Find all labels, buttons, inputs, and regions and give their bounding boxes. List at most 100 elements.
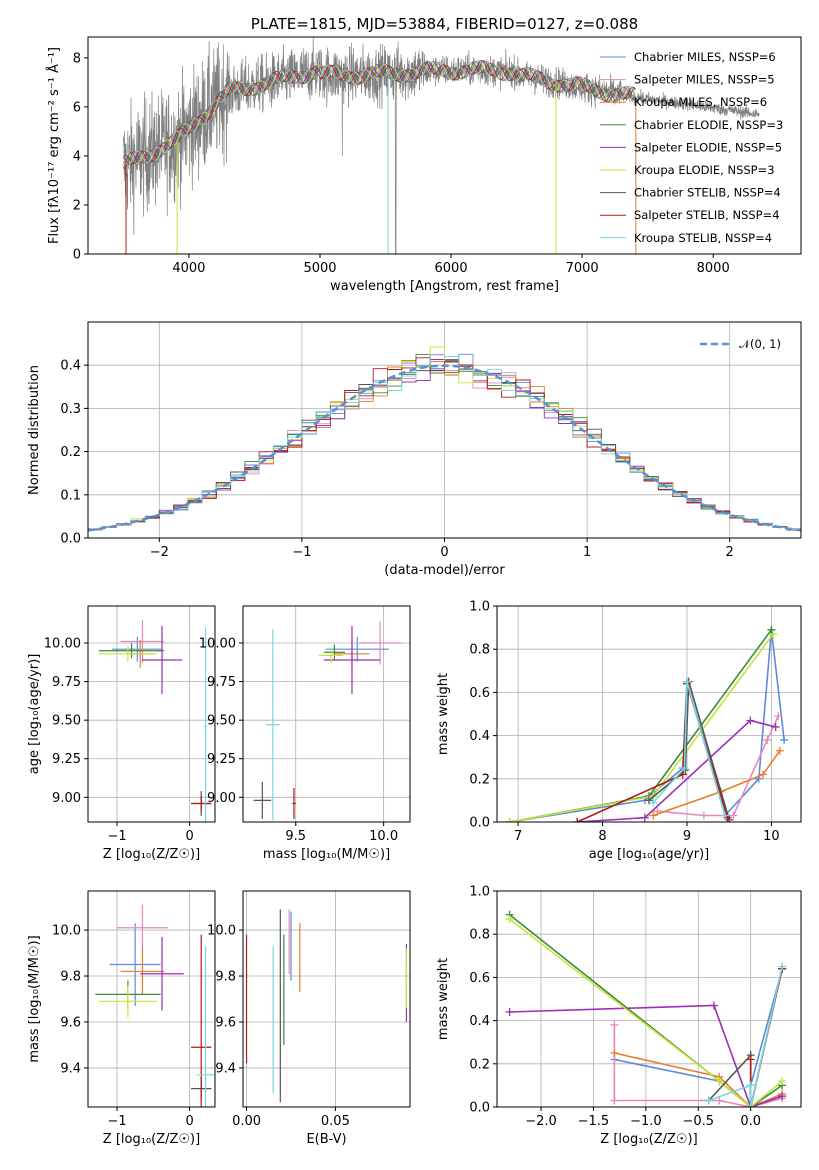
observed-spectrum: [123, 37, 760, 254]
mass_weight_vs_age-marker-5-0: [505, 818, 514, 822]
mass_weight_vs_Z-xtick-label: 0.0: [740, 1114, 761, 1129]
mass_vs_EBV-ytick-label: 9.6: [215, 1015, 236, 1030]
age_vs_Z-xtick-label: 0: [185, 829, 193, 844]
age_vs_Z-ytick-label: 9.25: [52, 752, 81, 767]
mass_weight_vs_Z-ytick-label: 0.2: [469, 1057, 490, 1072]
age_vs_mass-xlabel: mass [log₁₀(M/M☉)]: [263, 847, 390, 862]
mass_weight_vs_Z-marker-1-2: [715, 1096, 724, 1105]
residuals-ytick-label: 0.0: [60, 532, 81, 547]
mass_weight_vs_age-marker-8-3: [721, 811, 729, 820]
mass_vs_Z-ylabel: mass [log₁₀(M/M☉)]: [27, 935, 42, 1062]
spectrum-ytick-label: 0: [73, 248, 81, 263]
mass_weight_vs_age-marker-8-2: [683, 677, 691, 686]
spectrum-xtick-label: 6000: [435, 261, 468, 276]
mass_vs_EBV-frame: [242, 890, 411, 1108]
mass_vs_Z-ytick-label: 9.6: [60, 1015, 81, 1030]
spectrum-legend: Chabrier MILES, NSSP=6 Salpeter MILES, NS…: [600, 50, 783, 245]
age_vs_mass-frame: [242, 605, 411, 823]
mass_weight_vs_age-line-2: [652, 750, 781, 817]
mass_weight_vs_Z-marker-1-0: [610, 1020, 619, 1029]
residuals-ytick-label: 0.3: [60, 402, 81, 417]
legend-label-7: Salpeter STELIB, NSSP=4: [634, 208, 780, 222]
mass_weight_vs_Z-ytick-label: 0.0: [469, 1101, 490, 1116]
mass_weight_vs_Z-xtick-label: −0.5: [682, 1114, 714, 1129]
mass_weight_vs_Z-ytick-label: 1.0: [469, 885, 490, 900]
mass_weight_vs_Z-ytick-label: 0.4: [469, 1014, 490, 1029]
residuals-xtick-label: −1: [292, 545, 311, 560]
legend-label-4: Salpeter ELODIE, NSSP=5: [634, 140, 782, 154]
mass_weight_vs_age-marker-5-2: [769, 630, 778, 639]
mass_weight_vs_age-ytick-label: 0.0: [469, 816, 490, 831]
mass_vs_Z-xtick-label: −1: [107, 1114, 126, 1129]
mass_vs_Z-xtick-label: 0: [185, 1114, 193, 1129]
mass_weight_vs_age-xtick-label: 10: [763, 829, 780, 844]
mass_weight_vs_Z-panel: −2.0 −1.5 −1.0 −0.5 0.0 0.0 0.2 0.4 0.6 0.8 1.0 Z […: [436, 885, 802, 1147]
spectrum-xtick-label: 7000: [566, 261, 599, 276]
legend-label-8: Kroupa STELIB, NSSP=4: [634, 231, 772, 245]
mass_weight_vs_Z-marker-8-1: [746, 1081, 755, 1090]
mass_weight_vs_age-marker-1-2: [729, 811, 738, 820]
mass_weight_vs_Z-marker-8-2: [746, 1103, 755, 1107]
mass_vs_EBV-xlabel: E(B-V): [306, 1132, 346, 1147]
mass_weight_vs_age-line-7: [576, 683, 729, 822]
age_vs_mass-ytick-label: 9.00: [207, 791, 236, 806]
spectrum-ylabel: Flux [fλ10⁻¹⁷ erg cm⁻² s⁻¹ Å⁻¹]: [46, 47, 62, 244]
spectrum-xtick-label: 8000: [697, 261, 730, 276]
legend-label-3: Chabrier ELODIE, NSSP=3: [634, 118, 783, 132]
mass_weight_vs_age-xtick-label: 7: [514, 829, 522, 844]
mass_weight_vs_Z-line-6: [708, 968, 783, 1107]
spectrum-xtick-label: 4000: [172, 261, 205, 276]
legend-label-5: Kroupa ELODIE, NSSP=3: [634, 163, 775, 177]
mass_weight_vs_Z-marker-4-3: [778, 1092, 787, 1101]
mass_weight_vs_age-marker-2-3: [775, 746, 784, 755]
mass_weight_vs_age-ylabel: mass weight: [436, 673, 451, 755]
mass_weight_vs_Z-ylabel: mass weight: [436, 958, 451, 1040]
mass_vs_Z-ytick-label: 9.4: [60, 1061, 81, 1076]
mass_vs_Z-plot-area: [95, 904, 215, 1107]
mass_weight_vs_age-plot-area: [505, 625, 789, 822]
mass_weight_vs_Z-marker-5-3: [778, 1077, 787, 1086]
mass_weight_vs_age-line-4: [577, 719, 776, 822]
model-spectrum-8: [123, 60, 636, 167]
age_vs_Z-ytick-label: 9.00: [52, 791, 81, 806]
mass_vs_Z-frame: [87, 890, 216, 1108]
mass_weight_vs_age-ytick-label: 1.0: [469, 600, 490, 615]
mass_weight_vs_age-panel: 7 8 9 10 0.0 0.2 0.4 0.6 0.8 1.0 age [log₁₀(age/yr…: [436, 600, 802, 862]
residuals-xtick-label: 1: [583, 545, 591, 560]
mass_vs_Z-ytick-label: 10.0: [52, 924, 81, 939]
spectrum-ytick-label: 6: [73, 100, 81, 115]
mass_weight_vs_age-marker-1-3: [763, 735, 772, 744]
residuals-ytick-label: 0.2: [60, 445, 81, 460]
age_vs_Z-ylabel: age [log₁₀(age/yr)]: [27, 654, 42, 775]
mass_weight_vs_age-marker-1-1: [699, 811, 708, 820]
mass_weight_vs_Z-xtick-label: −2.0: [525, 1114, 557, 1129]
age_vs_mass-ytick-label: 9.50: [207, 714, 236, 729]
mass_weight_vs_Z-marker-7-0: [746, 1055, 755, 1064]
age_vs_mass-xtick-label: 9.5: [285, 829, 306, 844]
legend-label-0: Chabrier MILES, NSSP=6: [634, 50, 776, 64]
legend-label-2: Kroupa MILES, NSSP=6: [634, 95, 767, 109]
age_vs_Z-ytick-label: 9.50: [52, 714, 81, 729]
mass_vs_Z-ytick-label: 9.8: [60, 970, 81, 985]
mass_weight_vs_age-line-6: [648, 681, 730, 821]
normal-curve: [88, 364, 801, 532]
mass_weight_vs_Z-marker-4-0: [505, 1007, 514, 1016]
age_vs_Z-frame: [87, 605, 216, 823]
spectrum-xlabel: wavelength [Angstrom, rest frame]: [330, 279, 559, 294]
residuals-plot-area: [88, 346, 801, 533]
spectrum-panel: Chabrier MILES, NSSP=6 Salpeter MILES, NS…: [46, 15, 802, 294]
residual-histogram-8: [88, 354, 801, 533]
mass_vs_EBV-xtick-label: 0.05: [321, 1114, 350, 1129]
legend-label-6: Chabrier STELIB, NSSP=4: [634, 186, 781, 200]
age_vs_Z-plot-area: [98, 619, 212, 822]
model-spectrum-4: [123, 60, 636, 168]
mass_vs_Z-panel: −1 0 9.4 9.6 9.8 10.0 Z [log₁₀(Z/Z☉)] mass [log…: [27, 890, 216, 1147]
mass_weight_vs_Z-line-0: [614, 968, 783, 1107]
mass_weight_vs_Z-frame: [496, 890, 802, 1108]
age_vs_mass-ytick-label: 10.00: [199, 637, 236, 652]
mass_weight_vs_age-ytick-label: 0.2: [469, 772, 490, 787]
mass_weight_vs_Z-xtick-label: −1.0: [630, 1114, 662, 1129]
mass_vs_EBV-plot-area: [245, 909, 408, 1103]
mass_weight_vs_Z-marker-2-0: [610, 1049, 619, 1057]
